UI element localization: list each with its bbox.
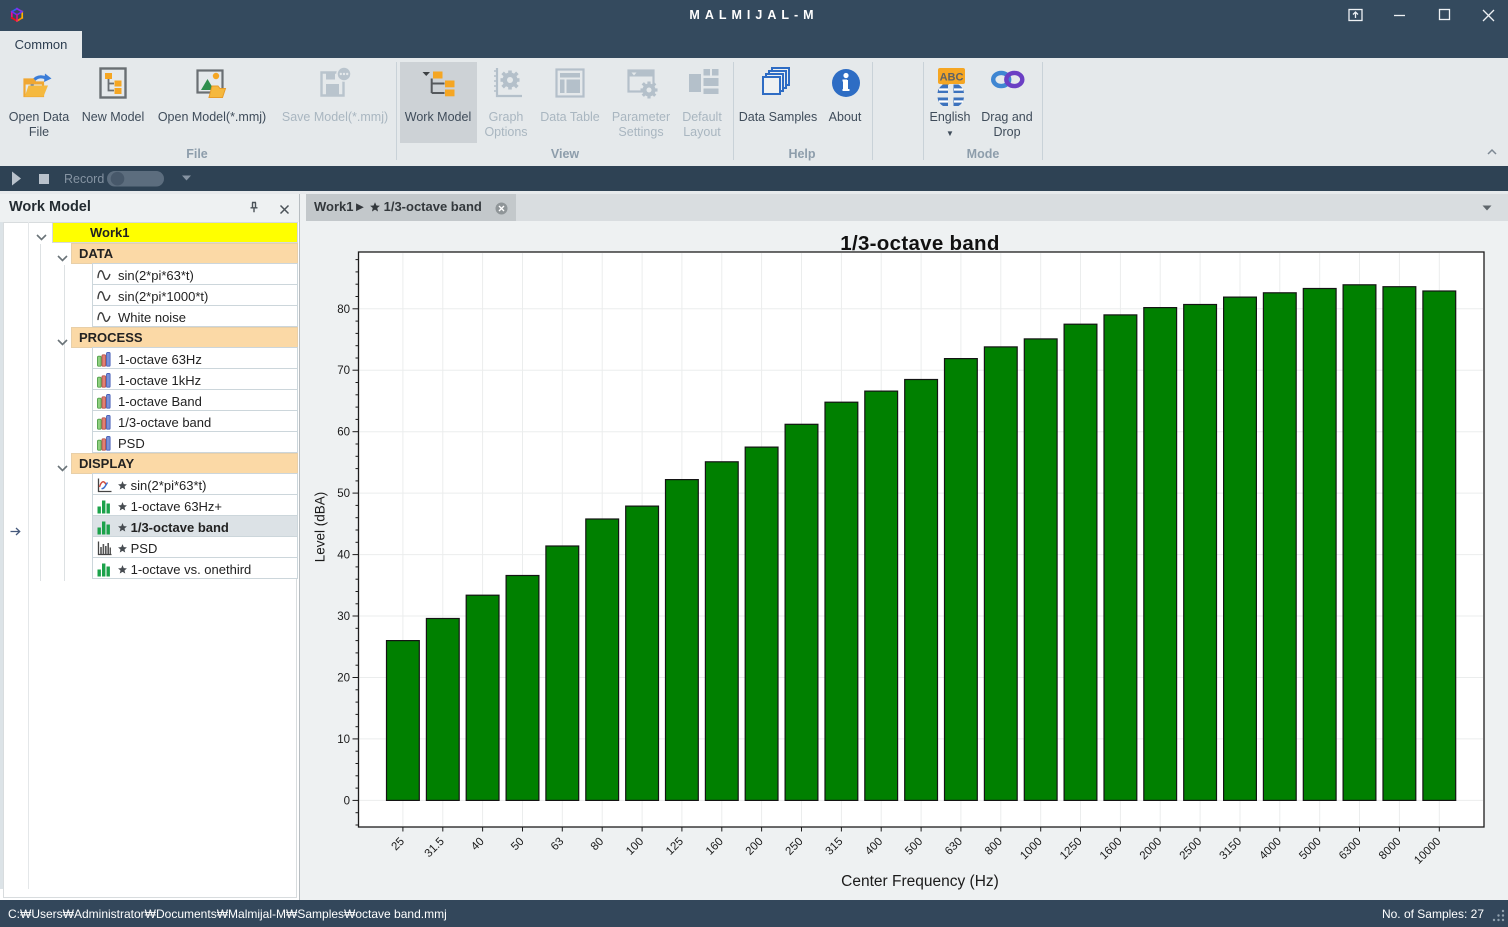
svg-text:80: 80: [337, 304, 350, 316]
svg-text:50: 50: [337, 488, 350, 500]
svg-text:10: 10: [337, 734, 350, 746]
svg-text:Record: Record: [64, 172, 104, 186]
svg-text:30: 30: [337, 611, 350, 623]
svg-text:60: 60: [337, 427, 350, 439]
svg-text:0: 0: [344, 795, 350, 807]
svg-text:20: 20: [337, 673, 350, 685]
svg-text:Center Frequency (Hz): Center Frequency (Hz): [841, 873, 999, 890]
svg-text:1/3-octave band: 1/3-octave band: [840, 232, 999, 255]
svg-text:40: 40: [337, 550, 350, 562]
svg-text:ABC: ABC: [939, 72, 963, 84]
svg-text:70: 70: [337, 365, 350, 377]
svg-text:Level (dBA): Level (dBA): [313, 492, 328, 563]
